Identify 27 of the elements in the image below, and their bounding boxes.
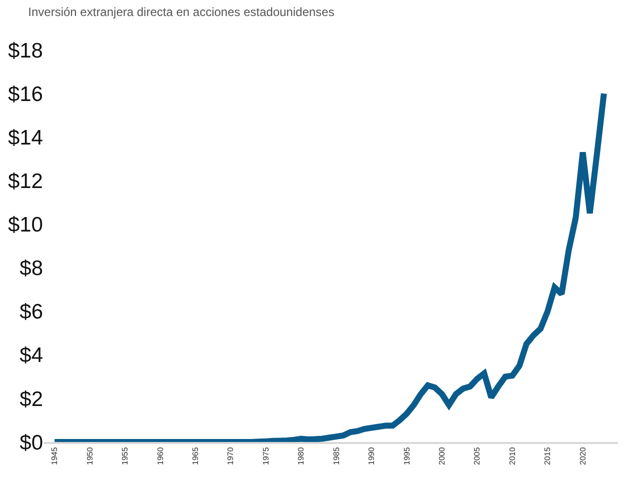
x-tick-label: 1970: [226, 446, 236, 465]
x-tick-label: 1950: [85, 446, 94, 465]
x-tick-label: 2015: [543, 446, 552, 465]
y-tick-label: $0: [20, 431, 43, 454]
x-tick-label: 1975: [261, 446, 270, 465]
y-tick-label: $10: [8, 214, 43, 237]
x-tick-label: 1980: [296, 446, 306, 465]
y-tick-label: $18: [8, 39, 43, 62]
x-tick-label: 1990: [367, 446, 376, 465]
x-tick-label: 1945: [50, 446, 60, 465]
x-tick-label: 1985: [332, 446, 341, 465]
x-tick-label: 1995: [402, 446, 412, 465]
y-tick-label: $16: [8, 82, 43, 106]
y-tick-label: $4: [20, 344, 44, 368]
y-tick-label: $2: [20, 388, 43, 411]
x-tick-label: 2020: [578, 446, 588, 465]
y-tick-label: $12: [8, 170, 43, 194]
x-tick-label: 2000: [438, 446, 447, 465]
x-tick-label: 2005: [472, 446, 482, 465]
chart-title: Inversión extranjera directa en acciones estadounidenses: [28, 4, 334, 19]
y-tick-label: $14: [8, 126, 44, 150]
x-tick-label: 1955: [120, 446, 130, 465]
y-tick-label: $6: [20, 300, 43, 324]
y-tick-label: $8: [20, 257, 43, 280]
x-tick-label: 1965: [191, 446, 200, 465]
x-tick-label: 2010: [508, 446, 517, 465]
x-tick-label: 1960: [156, 446, 165, 465]
